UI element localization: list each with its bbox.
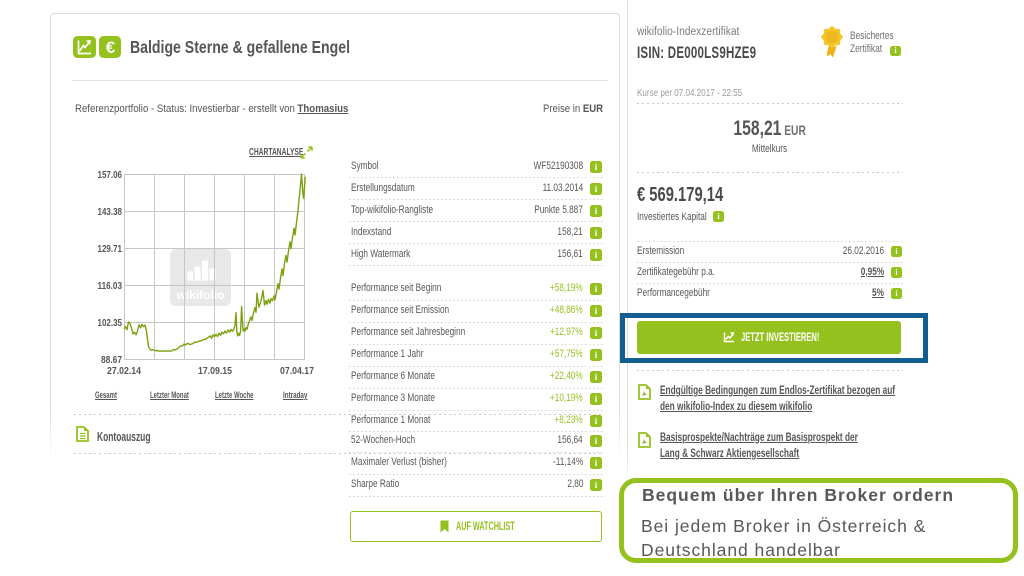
svg-text:102.35: 102.35 — [98, 317, 123, 329]
svg-text:wikifolio: wikifolio — [175, 290, 224, 302]
svg-text:88.67: 88.67 — [101, 354, 122, 366]
svg-text:27.02.14: 27.02.14 — [107, 365, 141, 377]
svg-text:€: € — [106, 38, 116, 57]
svg-text:17.09.15: 17.09.15 — [198, 365, 232, 377]
svg-text:07.04.17: 07.04.17 — [280, 365, 314, 377]
svg-text:157.06: 157.06 — [98, 169, 123, 181]
svg-text:116.03: 116.03 — [98, 280, 123, 292]
svg-text:143.38: 143.38 — [98, 206, 123, 218]
svg-text:129.71: 129.71 — [98, 243, 123, 255]
